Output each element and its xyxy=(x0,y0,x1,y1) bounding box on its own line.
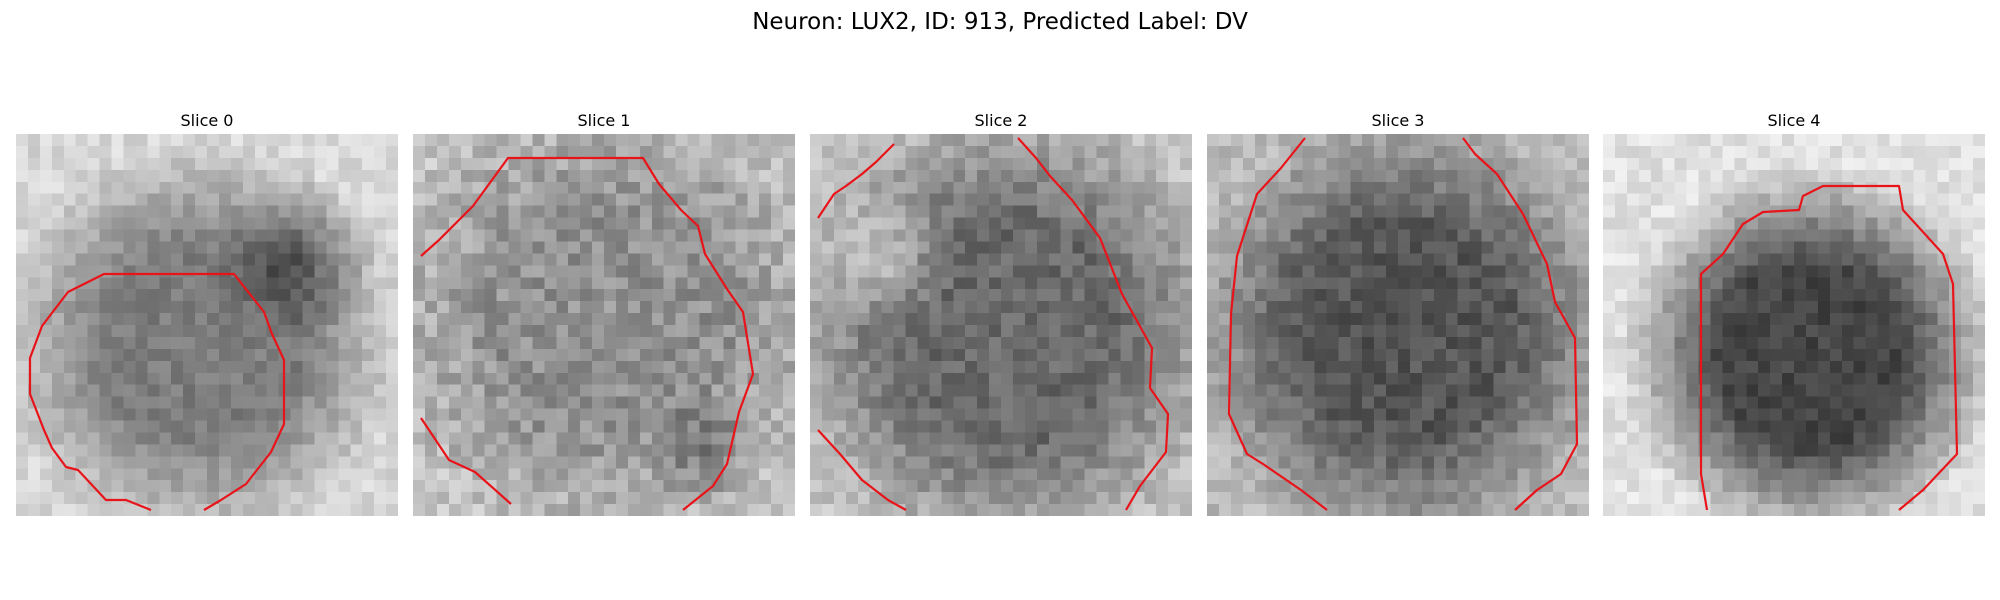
slice-canvas-3 xyxy=(1207,134,1589,516)
slice-canvas-2 xyxy=(810,134,1192,516)
slice-title-2: Slice 2 xyxy=(974,111,1028,130)
contour-overlay-0 xyxy=(28,272,286,512)
contour-overlay-4 xyxy=(1699,184,1959,511)
slice-panel-1: Slice 1 xyxy=(413,108,795,516)
slice-title-4: Slice 4 xyxy=(1767,111,1821,130)
contour-line-1b xyxy=(420,417,512,505)
contour-overlay-2 xyxy=(817,137,1170,511)
contour-line-1 xyxy=(420,156,755,511)
slice-image-3 xyxy=(1207,134,1589,516)
contour-line-2 xyxy=(817,143,895,219)
contour-line-2c xyxy=(817,429,907,511)
contour-line-3 xyxy=(1227,137,1328,511)
contour-line-2b xyxy=(1017,137,1170,511)
slice-title-0: Slice 0 xyxy=(180,111,234,130)
slice-image-4 xyxy=(1603,134,1985,516)
slice-panel-4: Slice 4 xyxy=(1603,108,1985,516)
contour-line-0 xyxy=(28,272,286,512)
slice-image-2 xyxy=(810,134,1192,516)
slice-canvas-1 xyxy=(413,134,795,516)
contour-overlay-3 xyxy=(1227,137,1579,511)
figure-title: Neuron: LUX2, ID: 913, Predicted Label: … xyxy=(752,9,1248,35)
slice-title-3: Slice 3 xyxy=(1371,111,1425,130)
slice-image-0 xyxy=(16,134,398,516)
slice-panel-3: Slice 3 xyxy=(1207,108,1589,516)
slice-panel-0: Slice 0 xyxy=(16,108,398,516)
contour-line-3b xyxy=(1462,137,1579,511)
slice-canvas-4 xyxy=(1603,134,1985,516)
slice-title-1: Slice 1 xyxy=(577,111,631,130)
slice-canvas-0 xyxy=(16,134,398,516)
slice-image-1 xyxy=(413,134,795,516)
contour-line-4 xyxy=(1699,184,1959,511)
slice-panel-2: Slice 2 xyxy=(810,108,1192,516)
contour-overlay-1 xyxy=(420,156,755,511)
